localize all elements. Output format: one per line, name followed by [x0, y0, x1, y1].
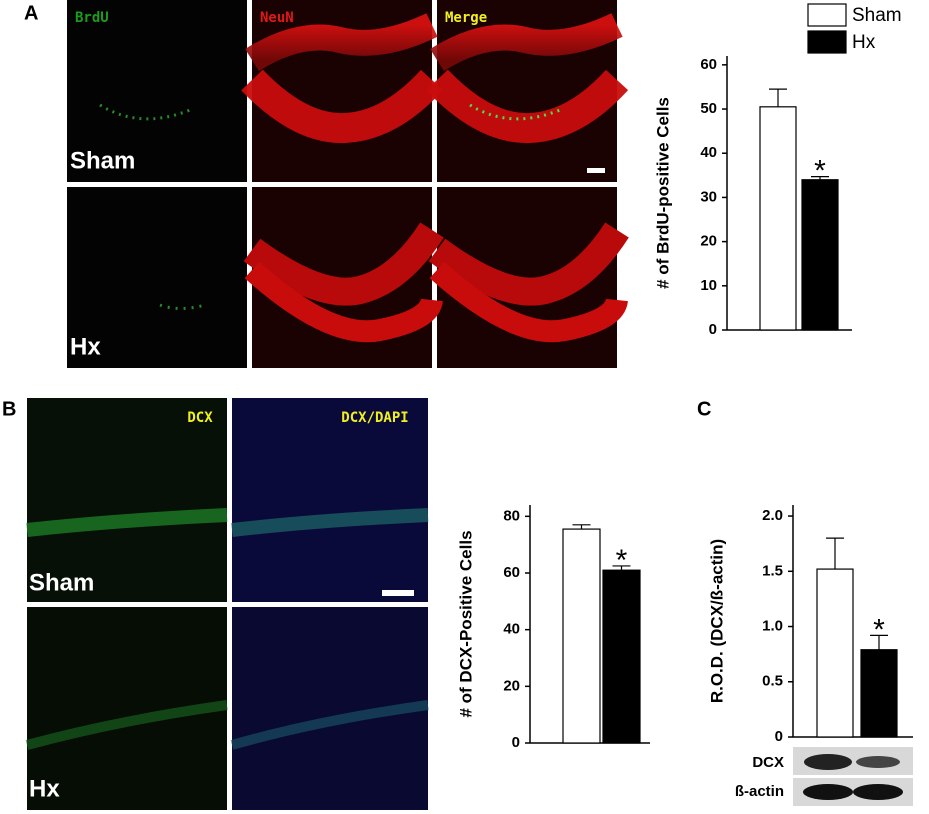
channel-label: Merge [445, 10, 487, 26]
error-bar [826, 537, 844, 570]
y-tick-label: 2.0 [762, 507, 783, 524]
legend-label: Sham [852, 5, 902, 26]
y-tick-label: 40 [700, 144, 717, 161]
y-tick-label: 80 [503, 507, 520, 524]
blot-label: ß-actin [735, 783, 784, 800]
micrographs-b [25, 398, 429, 810]
y-tick-label: 10 [700, 277, 717, 294]
y-tick-label: 0.5 [762, 673, 783, 690]
error-bar [572, 524, 591, 530]
y-tick-label: 60 [503, 564, 520, 581]
legend-swatch [807, 30, 847, 54]
y-tick-label: 30 [700, 188, 717, 205]
y-axis-label: R.O.D. (DCX/ß-actin) [707, 539, 726, 703]
significance-mark: * [814, 155, 826, 188]
y-tick-label: 60 [700, 56, 717, 73]
y-tick-label: 0 [512, 734, 520, 751]
bar [801, 179, 839, 331]
significance-mark: * [873, 613, 885, 646]
panel-label: C [697, 398, 711, 420]
legend-label: Hx [852, 32, 876, 53]
error-bar [769, 88, 787, 107]
y-tick-label: 0 [775, 728, 783, 745]
y-axis-label: # of DCX-Positive Cells [456, 530, 475, 717]
y-tick-label: 40 [503, 621, 520, 638]
y-axis-label: # of BrdU-positive Cells [653, 97, 672, 289]
significance-mark: * [616, 544, 628, 577]
y-tick-label: 50 [700, 100, 717, 117]
bar [860, 649, 898, 738]
y-tick-label: 20 [503, 677, 520, 694]
row-label: Sham [70, 147, 135, 174]
y-tick-label: 1.5 [762, 562, 783, 579]
error-bar [612, 565, 631, 571]
bar [602, 569, 641, 744]
error-bar [811, 176, 829, 180]
row-label: Hx [29, 775, 60, 802]
y-tick-label: 0 [709, 321, 717, 338]
bar [816, 568, 854, 738]
y-tick-label: 20 [700, 233, 717, 250]
row-label: Sham [29, 569, 94, 596]
bar [562, 528, 601, 744]
error-bar [870, 634, 888, 650]
channel-label: NeuN [260, 10, 294, 26]
bar [759, 106, 797, 331]
western-blot [793, 747, 913, 806]
panel-label: A [24, 2, 38, 24]
channel-label: BrdU [75, 10, 109, 26]
blot-label: DCX [752, 754, 784, 771]
row-label: Hx [70, 333, 101, 360]
panel-label: B [2, 398, 16, 420]
micrographs-a [67, 0, 629, 368]
y-tick-label: 1.0 [762, 617, 783, 634]
channel-label: DCX [187, 410, 213, 426]
legend-swatch [807, 3, 847, 27]
channel-label: DCX/DAPI [341, 410, 408, 426]
